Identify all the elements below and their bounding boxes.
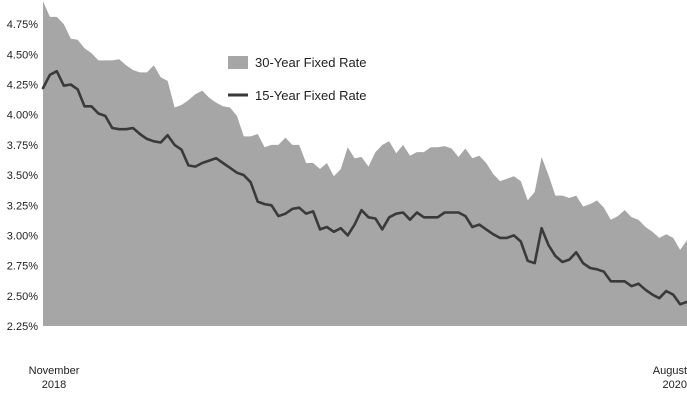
y-tick-label: 2.75% — [7, 261, 38, 273]
y-tick-label: 4.50% — [7, 49, 38, 61]
series-15-year-line — [41, 69, 687, 306]
series-30-year-area — [43, 1, 687, 326]
x-label-end-month: August — [653, 365, 687, 377]
y-tick-label: 2.50% — [7, 291, 38, 303]
y-tick-label: 3.00% — [7, 230, 38, 242]
legend-15-year-label: 15-Year Fixed Rate — [255, 88, 367, 103]
legend-30-year-swatch — [228, 56, 248, 69]
y-tick-label: 2.25% — [7, 321, 38, 333]
y-tick-label: 4.00% — [7, 110, 38, 122]
y-tick-label: 4.25% — [7, 80, 38, 92]
y-tick-label: 4.75% — [7, 19, 38, 31]
y-tick-label: 3.50% — [7, 170, 38, 182]
y-tick-label: 3.25% — [7, 200, 38, 212]
x-label-start-year: 2018 — [42, 379, 66, 391]
x-axis: November 2018 August 2020 — [29, 365, 687, 391]
y-tick-label: 3.75% — [7, 140, 38, 152]
legend: 30-Year Fixed Rate 15-Year Fixed Rate — [228, 55, 367, 103]
y-axis: 4.75% 4.50% 4.25% 4.00% 3.75% 3.50% 3.25% 3.00%… — [7, 19, 38, 333]
x-label-end-year: 2020 — [663, 379, 687, 391]
legend-30-year-label: 30-Year Fixed Rate — [255, 55, 367, 70]
x-label-start-month: November — [29, 365, 80, 377]
